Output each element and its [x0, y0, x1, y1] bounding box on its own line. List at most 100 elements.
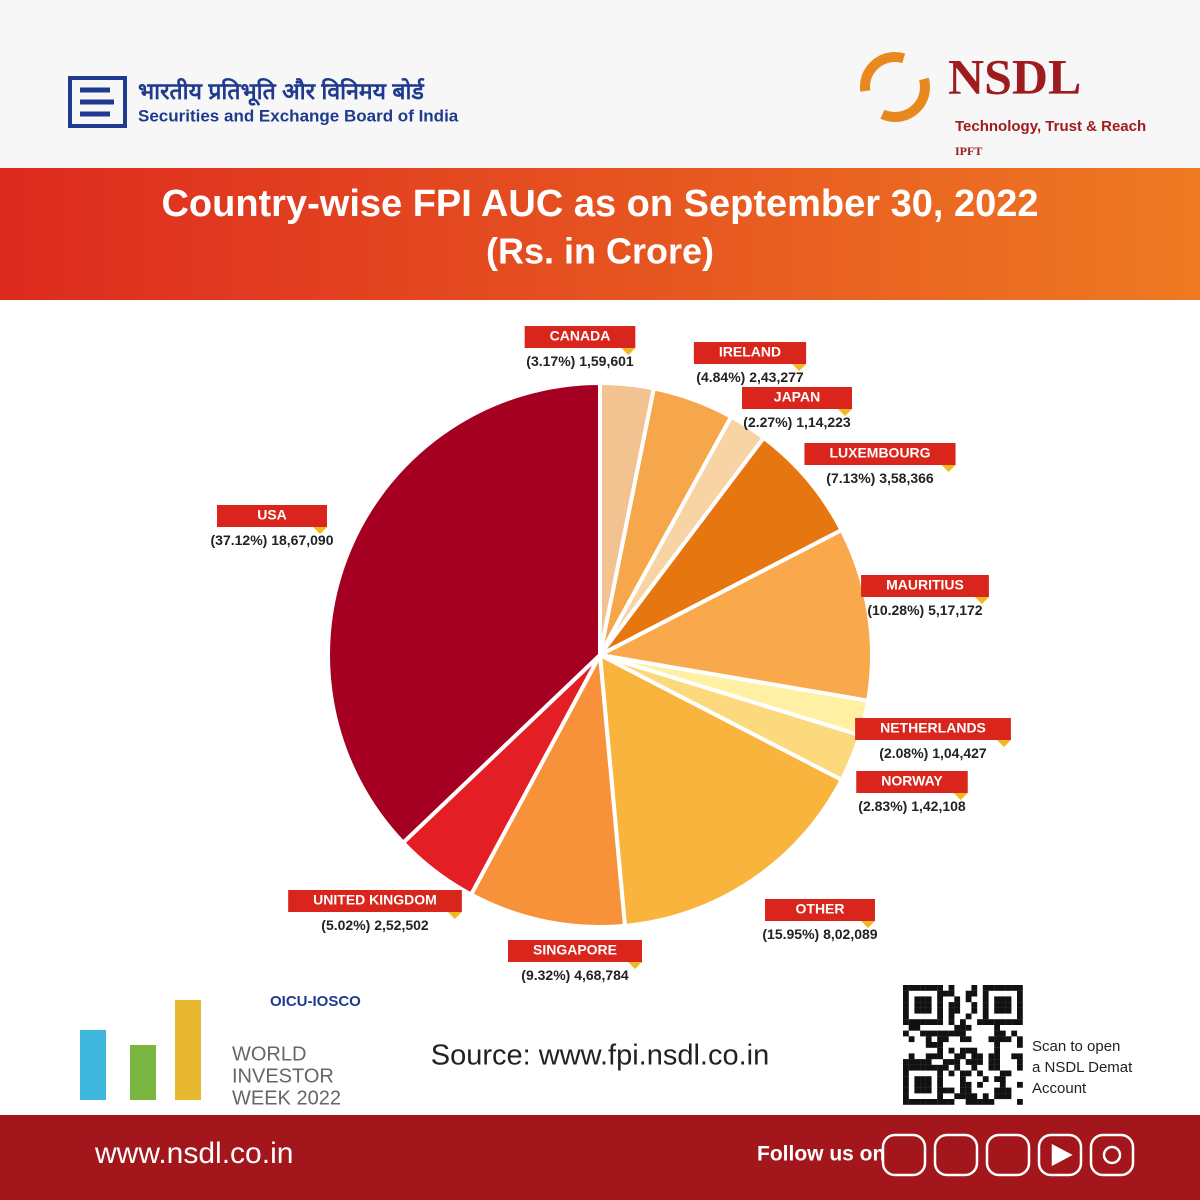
qr-module	[977, 1070, 983, 1077]
pie-slice	[593, 527, 874, 704]
qr-module	[999, 1007, 1006, 1014]
qr-module	[903, 1070, 909, 1077]
qr-module	[920, 996, 926, 1003]
social-icons[interactable]	[881, 1133, 1135, 1177]
slice-name-box	[524, 326, 636, 348]
slice-value-label: 2,43,277	[749, 369, 804, 385]
pie-slice	[597, 651, 845, 929]
slice-label: UNITED KINGDOM (5.02%) 2,52,502	[288, 890, 462, 933]
qr-module	[1017, 1019, 1023, 1025]
qr-module	[908, 1024, 915, 1031]
qr-module	[937, 1042, 943, 1048]
facebook-icon[interactable]	[985, 1133, 1031, 1177]
qr-module	[920, 1007, 926, 1014]
youtube-icon[interactable]	[1037, 1133, 1083, 1177]
qr-module	[1017, 1059, 1023, 1065]
slice-label: IRELAND (4.84%) 2,43,277	[693, 342, 807, 385]
slice-name-box	[742, 387, 852, 409]
qr-module	[999, 1036, 1006, 1043]
qr-module	[1011, 1019, 1018, 1025]
qr-module	[903, 985, 909, 991]
instagram-icon[interactable]	[1089, 1133, 1135, 1177]
qr-module	[931, 1053, 938, 1060]
qr-module	[903, 996, 909, 1003]
wiw-org: OICU-IOSCO	[270, 993, 361, 1010]
qr-module	[908, 1099, 915, 1105]
qr-module	[1005, 1036, 1012, 1043]
qr-module	[1005, 1002, 1012, 1008]
qr-module	[925, 1007, 932, 1014]
qr-module	[982, 1007, 989, 1014]
qr-module	[971, 1059, 978, 1065]
qr-module	[914, 1064, 921, 1071]
qr-module	[903, 1019, 909, 1025]
twitter-icon[interactable]	[881, 1133, 927, 1177]
qr-module	[971, 1053, 978, 1060]
qr-module	[937, 1053, 943, 1060]
qr-module	[1017, 996, 1023, 1003]
slice-name-box	[693, 342, 807, 364]
slice-value-label: 4,68,784	[574, 967, 629, 983]
slice-value: (10.28%) 5,17,172	[867, 602, 982, 618]
sebi-logo-mark	[80, 87, 114, 117]
qr-module	[1011, 985, 1018, 991]
qr-module	[999, 1081, 1006, 1088]
slice-label: USA (37.12%) 18,67,090	[211, 505, 334, 548]
qr-module	[994, 996, 1000, 1003]
qr-module	[954, 1093, 961, 1100]
qr-caption: a NSDL Demat	[1032, 1059, 1133, 1076]
chart-subtitle: (Rs. in Crore)	[486, 231, 714, 272]
qr-module	[965, 996, 972, 1003]
qr-module	[931, 1064, 938, 1071]
slice-percent: (5.02%)	[321, 917, 370, 933]
qr-module	[965, 1093, 972, 1100]
slice-label: JAPAN (2.27%) 1,14,223	[742, 387, 852, 430]
qr-module	[942, 1099, 949, 1105]
slice-label: CANADA (3.17%) 1,59,601	[524, 326, 636, 369]
qr-module	[965, 1036, 972, 1043]
nsdl-logo	[860, 52, 930, 122]
qr-module	[903, 990, 909, 997]
slice-label: SINGAPORE (9.32%) 4,68,784	[507, 940, 643, 983]
slice-label: MAURITIUS (10.28%) 5,17,172	[861, 575, 989, 618]
qr-module	[971, 1093, 978, 1100]
slice-value: (7.13%) 3,58,366	[826, 470, 934, 486]
top-bg	[0, 0, 1200, 168]
qr-module	[937, 1099, 943, 1105]
qr-module	[1017, 1007, 1023, 1014]
qr-module	[903, 1087, 909, 1094]
qr-module	[994, 1002, 1000, 1008]
qr-module	[937, 985, 943, 991]
qr-module	[942, 990, 949, 997]
qr-module	[960, 1053, 966, 1060]
sebi-logo	[68, 76, 127, 128]
qr-module	[948, 1047, 955, 1054]
slice-value-label: 18,67,090	[271, 532, 333, 548]
qr-module	[920, 1059, 926, 1065]
qr-caption: Scan to open	[1032, 1038, 1120, 1055]
label-pointer	[953, 793, 968, 800]
qr-module	[948, 1030, 955, 1037]
qr-module	[908, 1019, 915, 1025]
qr-module	[942, 1064, 949, 1071]
qr-module	[914, 1007, 921, 1014]
qr-module	[948, 1087, 955, 1094]
qr-module	[920, 1076, 926, 1082]
qr-module	[999, 1093, 1006, 1100]
slice-value: (15.95%) 8,02,089	[762, 926, 877, 942]
qr-module	[1005, 1007, 1012, 1014]
qr-module	[994, 1024, 1000, 1031]
qr-module	[920, 1081, 926, 1088]
qr-module	[948, 1019, 955, 1025]
qr-module	[1005, 1070, 1012, 1077]
slice-name: NETHERLANDS	[880, 720, 986, 736]
qr-module	[982, 996, 989, 1003]
label-pointer	[447, 912, 462, 919]
qr-module	[914, 1076, 921, 1082]
slice-name: UNITED KINGDOM	[313, 892, 437, 908]
linkedin-icon[interactable]	[933, 1133, 979, 1177]
qr-code	[903, 985, 1023, 1105]
qr-module	[920, 1019, 926, 1025]
pie-slice	[326, 380, 602, 846]
slice-value-label: 3,58,366	[879, 470, 934, 486]
